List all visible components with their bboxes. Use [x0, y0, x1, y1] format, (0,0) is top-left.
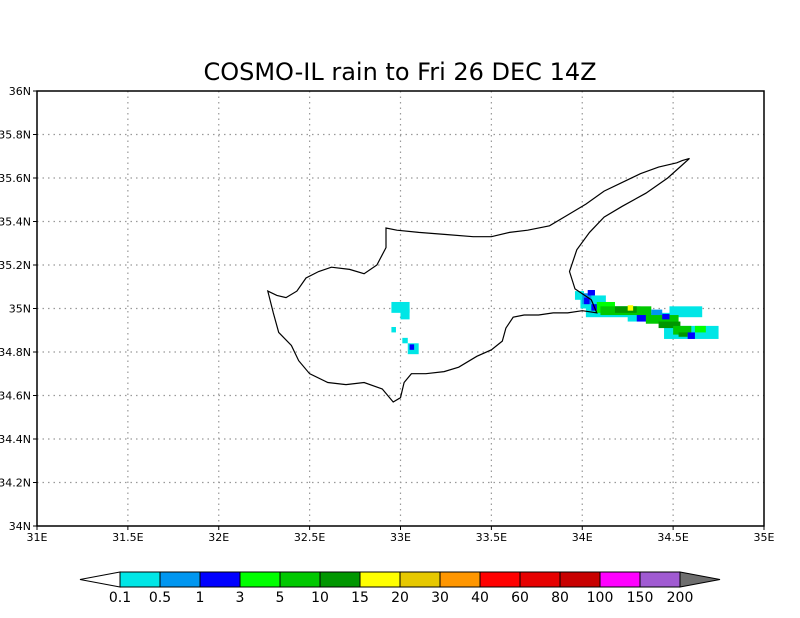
colorbar-swatch	[639, 571, 681, 588]
colorbar-label: 100	[587, 590, 614, 606]
y-tick-label: 34.8N	[0, 346, 31, 359]
x-tick-label: 34.5E	[657, 531, 688, 544]
rain-cell	[409, 344, 415, 350]
y-tick-label: 35.2N	[0, 259, 31, 272]
colorbar-swatch	[279, 571, 321, 588]
y-tick-label: 35N	[9, 303, 31, 316]
rain-cell	[584, 297, 590, 305]
map-title: COSMO-IL rain to Fri 26 DEC 14Z	[203, 58, 596, 86]
colorbar-label: 3	[236, 590, 245, 606]
y-tick-label: 34.2N	[0, 477, 31, 490]
colorbar-label: 1	[196, 590, 205, 606]
colorbar-swatch	[439, 571, 481, 588]
colorbar-label: 10	[311, 590, 329, 606]
colorbar-label: 200	[667, 590, 694, 606]
colorbar: 0.1 0.5 1 3 5 10 15 20 30 40 60 80 100 150 200	[79, 571, 721, 606]
colorbar-swatch	[559, 571, 601, 588]
rain-cell	[402, 337, 408, 344]
colorbar-swatch	[119, 571, 161, 588]
x-tick-label: 35E	[754, 531, 775, 544]
rain-cell	[391, 301, 410, 313]
colorbar-label: 80	[551, 590, 569, 606]
colorbar-swatch	[359, 571, 401, 588]
colorbar-label: 0.5	[149, 590, 171, 606]
x-tick-label: 34E	[572, 531, 593, 544]
colorbar-label: 40	[471, 590, 489, 606]
rain-cell	[678, 332, 688, 337]
colorbar-swatch	[599, 571, 641, 588]
colorbar-swatch	[519, 571, 561, 588]
colorbar-label: 5	[276, 590, 285, 606]
colorbar-over-arrow	[679, 571, 721, 588]
colorbar-label: 0.1	[109, 590, 131, 606]
colorbar-label: 15	[351, 590, 369, 606]
rain-field	[391, 290, 719, 355]
rain-cell	[687, 332, 695, 339]
rain-cell	[391, 326, 396, 333]
colorbar-label: 30	[431, 590, 449, 606]
y-tick-label: 35.8N	[0, 129, 31, 142]
rain-cell	[669, 306, 703, 318]
axis-ticks: 31E 31.5E 32E 32.5E 33E 33.5E 34E 34.5E 35E 34N 34…	[0, 85, 775, 544]
colorbar-label: 20	[391, 590, 409, 606]
rain-cell	[587, 290, 595, 296]
colorbar-swatch	[239, 571, 281, 588]
rain-cell	[400, 308, 410, 320]
coastline	[266, 157, 690, 403]
y-tick-label: 35.4N	[0, 216, 31, 229]
rain-cell	[627, 305, 634, 311]
x-tick-label: 31.5E	[112, 531, 143, 544]
rain-cell	[662, 313, 670, 320]
rain-cell	[636, 315, 652, 322]
rain-cell	[614, 306, 637, 313]
rain-cell	[651, 309, 663, 316]
y-tick-label: 35.6N	[0, 172, 31, 185]
rain-cell	[574, 291, 585, 300]
colorbar-swatch	[159, 571, 201, 588]
rain-cell	[673, 325, 692, 335]
colorbar-swatch	[399, 571, 441, 588]
colorbar-label: 60	[511, 590, 529, 606]
y-tick-label: 34N	[9, 520, 31, 533]
y-tick-label: 34.4N	[0, 433, 31, 446]
x-tick-label: 33.5E	[476, 531, 507, 544]
x-tick-label: 33E	[390, 531, 411, 544]
rain-cell	[694, 325, 706, 333]
colorbar-label: 150	[627, 590, 654, 606]
y-tick-label: 34.6N	[0, 390, 31, 403]
colorbar-swatch	[319, 571, 361, 588]
x-tick-label: 31E	[27, 531, 48, 544]
x-tick-label: 32E	[208, 531, 229, 544]
colorbar-swatch	[479, 571, 521, 588]
colorbar-swatch	[199, 571, 241, 588]
colorbar-under-arrow	[79, 571, 121, 588]
x-tick-label: 32.5E	[294, 531, 325, 544]
rain-cell	[658, 321, 681, 329]
y-tick-label: 36N	[9, 85, 31, 98]
rain-cell	[591, 304, 601, 311]
